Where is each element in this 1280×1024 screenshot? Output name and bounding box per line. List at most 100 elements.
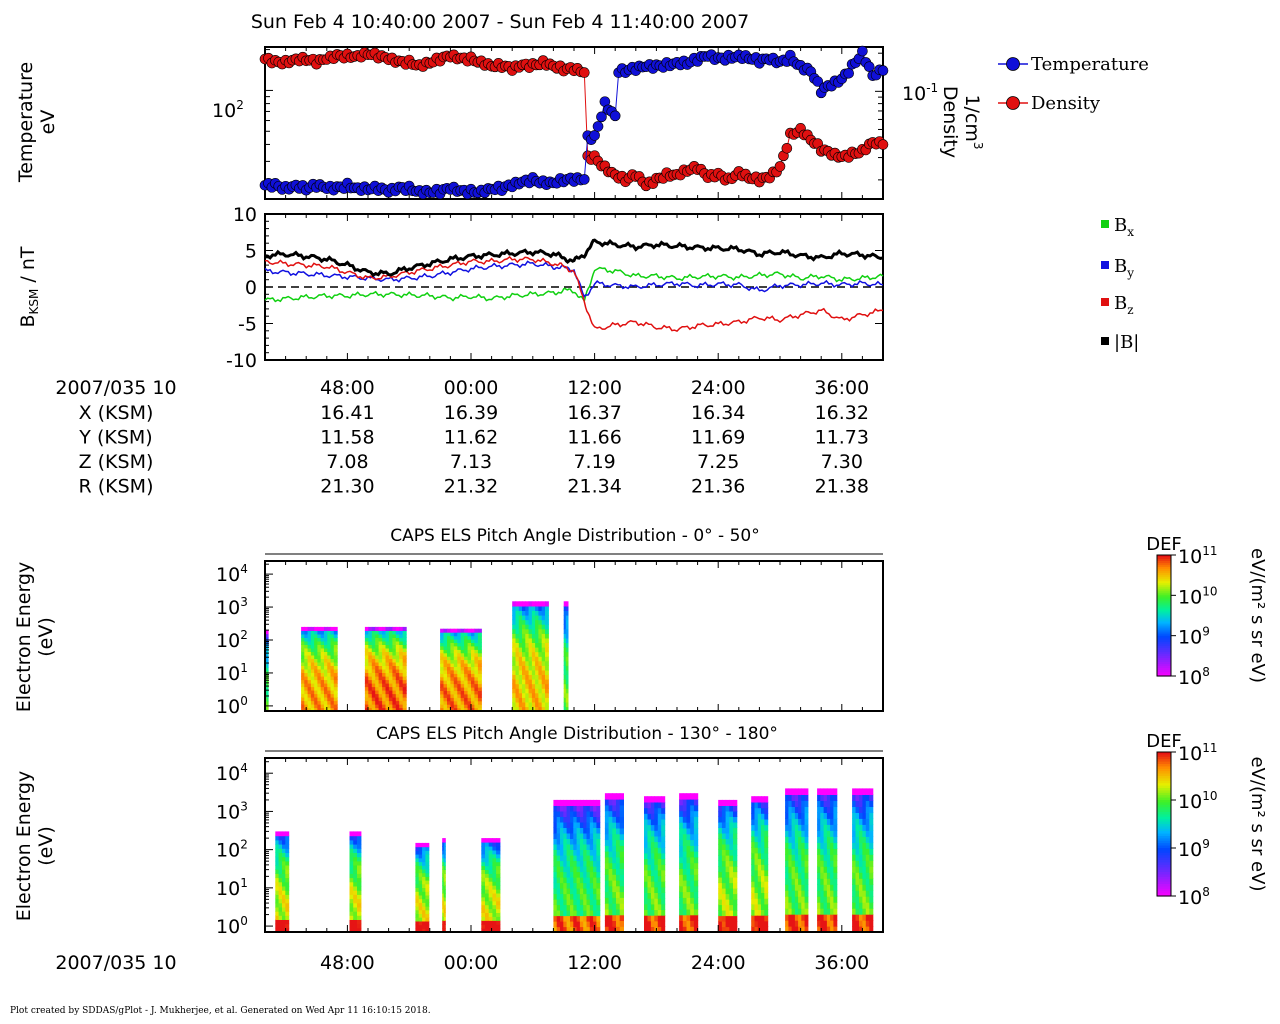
spectrogram-cell bbox=[488, 869, 493, 874]
spectrogram-cell bbox=[301, 679, 305, 684]
spectrogram-cell bbox=[496, 838, 501, 843]
spectrogram-cell bbox=[535, 660, 539, 666]
spectrogram-cell bbox=[317, 697, 322, 702]
spectrogram-cell bbox=[565, 610, 569, 616]
spectrogram-cell bbox=[327, 647, 332, 652]
spectrogram-cell bbox=[616, 839, 621, 846]
colorbar-swatch bbox=[1157, 800, 1171, 803]
spectrogram-cell bbox=[573, 827, 578, 834]
spectrogram-cell bbox=[563, 832, 568, 839]
spectrogram-cell bbox=[443, 632, 448, 637]
footer-credit: Plot created by SDDAS/gPlot - J. Mukherj… bbox=[10, 1006, 431, 1016]
spectrogram-cell bbox=[395, 704, 400, 709]
spectrogram-cell bbox=[545, 656, 549, 662]
temperature-point bbox=[857, 45, 868, 57]
spectrogram-cell bbox=[788, 800, 793, 807]
spectrogram-cell bbox=[467, 680, 472, 685]
spectrogram-cell bbox=[418, 865, 423, 870]
spectrogram-cell bbox=[496, 916, 501, 921]
spectrogram-cell bbox=[522, 601, 526, 607]
spectrogram-cell bbox=[357, 856, 362, 862]
spectrogram-cell bbox=[679, 874, 684, 881]
spectrogram-cell bbox=[450, 659, 455, 664]
spectrogram-cell bbox=[817, 854, 821, 861]
spectrogram-cell bbox=[333, 707, 338, 712]
spectrogram-cell bbox=[422, 876, 426, 881]
spectrogram-cell bbox=[616, 822, 621, 829]
spectrogram-cell bbox=[644, 830, 648, 837]
spectrogram-cell bbox=[865, 800, 870, 807]
spectrogram-cell bbox=[721, 860, 727, 867]
spectrogram-cell bbox=[647, 886, 652, 893]
spectrogram-cell bbox=[488, 924, 493, 929]
colorbar-tick-label: 109 bbox=[1178, 625, 1210, 649]
spectrogram-cell bbox=[830, 896, 834, 903]
spectrogram-cell bbox=[682, 897, 688, 904]
spectrogram-cell bbox=[385, 672, 390, 677]
spectrogram-cell bbox=[453, 642, 458, 647]
spectrogram-cell bbox=[443, 924, 446, 929]
spectrogram-cell bbox=[570, 915, 574, 922]
spectrogram-cell bbox=[353, 839, 358, 845]
spectrogram-cell bbox=[570, 893, 574, 900]
bottom-tick-label: 00:00 bbox=[444, 952, 499, 974]
spectrogram-cell bbox=[785, 902, 789, 909]
spectrogram-cell bbox=[721, 832, 727, 839]
spectrogram-cell bbox=[830, 914, 834, 921]
spectrogram-cell bbox=[820, 890, 825, 897]
spectrogram-cell bbox=[371, 651, 376, 656]
spectrogram-cell bbox=[862, 860, 867, 867]
spectrogram-cell bbox=[266, 697, 269, 702]
spectrogram-cell bbox=[320, 679, 325, 684]
spectrogram-cell bbox=[385, 640, 390, 645]
spectrogram-cell bbox=[314, 633, 319, 638]
spectrogram-cell bbox=[415, 920, 420, 926]
spectrogram-cell bbox=[327, 676, 332, 681]
spectrogram-cell bbox=[794, 920, 799, 927]
ephemeris-value: 11.66 bbox=[567, 427, 621, 449]
energy-tick-base: 10 bbox=[216, 916, 240, 938]
spectrogram-cell bbox=[443, 690, 448, 695]
spectrogram-cell bbox=[833, 788, 838, 795]
spectrogram-cell bbox=[833, 902, 838, 909]
spectrogram-cell bbox=[457, 645, 462, 650]
spectrogram-cell bbox=[282, 885, 286, 891]
spectrogram-cell bbox=[353, 877, 358, 883]
spectrogram-cell bbox=[579, 810, 584, 817]
spectrogram-cell bbox=[357, 869, 362, 874]
spectrogram-cell bbox=[589, 893, 594, 900]
spectrogram-cell bbox=[804, 914, 809, 921]
spectrogram-cell bbox=[579, 860, 584, 867]
spectrogram-cell bbox=[388, 693, 393, 698]
spectrogram-cell bbox=[733, 926, 738, 933]
spectrogram-cell bbox=[654, 892, 659, 899]
spectrogram-cell bbox=[757, 920, 762, 927]
spectrogram-cell bbox=[869, 800, 874, 807]
spectrogram-cell bbox=[375, 665, 380, 670]
spectrogram-cell bbox=[525, 610, 530, 616]
colorbar-tick-label: 108 bbox=[1178, 885, 1210, 909]
spectrogram-cell bbox=[457, 697, 462, 702]
spectrogram-cell bbox=[388, 707, 393, 712]
spectrogram-cell bbox=[531, 624, 536, 630]
spectrogram-cell bbox=[349, 927, 354, 933]
spectrogram-cell bbox=[525, 665, 530, 671]
spectrogram-cell bbox=[388, 679, 393, 684]
spectrogram-cell bbox=[538, 669, 543, 675]
spectrogram-cell bbox=[647, 824, 652, 831]
spectrogram-cell bbox=[855, 926, 860, 933]
spectrogram-cell bbox=[399, 679, 404, 684]
spectrogram-cell bbox=[608, 897, 613, 904]
spectrogram-cell bbox=[371, 693, 376, 698]
spectrogram-cell bbox=[604, 920, 610, 927]
spectrogram-cell bbox=[388, 651, 393, 656]
spectrogram-cell bbox=[553, 838, 558, 845]
spectrogram-cell bbox=[474, 639, 479, 643]
spectrogram-cell bbox=[593, 832, 597, 839]
spectrogram-cell bbox=[583, 799, 588, 806]
spectrogram-cell bbox=[576, 910, 581, 917]
spectrogram-cell bbox=[855, 794, 860, 801]
spectrogram-cell bbox=[382, 658, 387, 663]
spectrogram-cell bbox=[474, 666, 479, 671]
